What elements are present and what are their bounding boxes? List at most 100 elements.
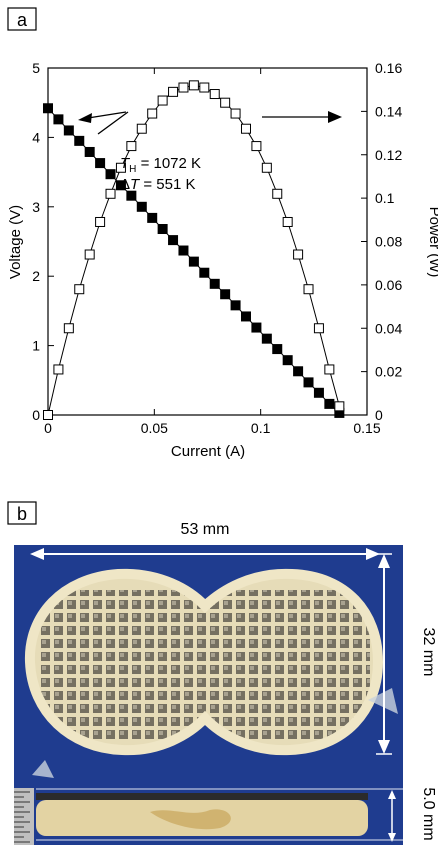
annotation-th: TH = 1072 K <box>120 155 201 175</box>
y2-tick-label: 0.08 <box>375 234 402 250</box>
power-point <box>178 82 189 93</box>
thickness-dimension-label: 5.0 mm <box>420 787 437 840</box>
y-tick-label: 4 <box>32 129 40 145</box>
voltage-point <box>303 377 314 388</box>
annotation: TH = 1072 K ΔT = 551 K <box>120 155 201 193</box>
voltage-point <box>74 135 85 146</box>
power-point <box>199 82 210 93</box>
voltage-point <box>43 103 53 114</box>
height-dimension-arrow <box>376 553 392 755</box>
height-dimension-label: 32 mm <box>420 628 437 677</box>
power-point <box>209 89 220 100</box>
side-view-electrode <box>36 793 368 800</box>
voltage-point <box>282 355 293 366</box>
voltage-point <box>126 190 137 201</box>
module-rim <box>24 568 384 756</box>
voltage-point <box>199 267 210 278</box>
panel-b-label-box <box>7 501 37 525</box>
voltage-point <box>188 256 199 267</box>
power-point <box>74 284 85 295</box>
width-dimension-arrow <box>30 548 380 560</box>
voltage-point <box>272 344 283 355</box>
y-axis-right: 0 0.02 0.04 0.06 0.08 0.1 0.12 0.14 0.16 <box>361 60 402 423</box>
voltage-point <box>95 158 106 169</box>
thickness-dimension-arrow <box>388 790 396 842</box>
x-tick-label: 0.05 <box>141 420 168 436</box>
voltage-point <box>53 114 64 125</box>
power-point <box>136 123 147 134</box>
x-axis: 0 0.05 0.1 0.15 <box>44 68 381 436</box>
panel-a-label-box <box>7 7 37 31</box>
right-axis-arrow <box>262 111 342 123</box>
voltage-point <box>136 201 147 212</box>
y-tick-label: 0 <box>32 407 40 423</box>
voltage-point <box>313 387 324 398</box>
lead-wire-left <box>32 760 54 778</box>
y-axis-right-label: Power (W) <box>426 207 438 278</box>
x-tick-label: 0 <box>44 420 52 436</box>
voltage-point <box>105 169 116 180</box>
y-tick-label: 1 <box>32 338 40 354</box>
power-point <box>84 249 95 260</box>
voltage-point <box>147 212 158 223</box>
module-photo <box>14 545 403 845</box>
x-axis-label: Current (A) <box>171 443 245 460</box>
y-tick-label: 3 <box>32 199 40 215</box>
y2-tick-label: 0.06 <box>375 277 402 293</box>
power-point <box>251 141 262 152</box>
side-view-stain <box>150 809 231 830</box>
width-dimension-label: 53 mm <box>181 521 230 538</box>
y2-tick-label: 0.04 <box>375 320 402 336</box>
power-point <box>168 86 179 97</box>
power-point <box>334 401 345 412</box>
power-point <box>126 141 137 152</box>
plot-frame <box>47 67 368 416</box>
voltage-point <box>261 333 272 344</box>
y-tick-label: 2 <box>32 268 40 284</box>
voltage-point <box>324 398 335 409</box>
power-point <box>303 284 314 295</box>
series-group <box>43 80 345 420</box>
power-point <box>293 249 304 260</box>
power-point <box>230 108 241 119</box>
x-tick-label: 0.15 <box>353 420 380 436</box>
power-point <box>220 97 231 108</box>
y-axis-left: 0 1 2 3 4 5 <box>32 60 54 423</box>
power-point <box>272 188 283 199</box>
voltage-point <box>251 322 262 333</box>
power-point <box>261 162 272 173</box>
power-point <box>324 364 335 375</box>
voltage-point <box>220 289 231 300</box>
y2-tick-label: 0.12 <box>375 147 402 163</box>
power-point <box>115 162 126 173</box>
annotation-dt: ΔT = 551 K <box>120 176 196 193</box>
panel-b-label: b <box>17 504 27 524</box>
y2-tick-label: 0 <box>375 407 383 423</box>
voltage-point <box>115 180 126 191</box>
voltage-point <box>63 125 74 136</box>
y-tick-label: 5 <box>32 60 40 76</box>
power-point <box>53 364 64 375</box>
y2-tick-label: 0.14 <box>375 103 402 119</box>
power-point <box>63 323 74 334</box>
voltage-point <box>178 245 189 256</box>
power-point <box>95 216 106 227</box>
power-point <box>147 108 158 119</box>
power-point <box>240 123 251 134</box>
y-axis-left-label: Voltage (V) <box>7 205 24 279</box>
panel-a-label: a <box>17 10 28 30</box>
ruler-ticks <box>14 791 30 843</box>
y2-tick-label: 0.1 <box>375 190 395 206</box>
power-point <box>157 95 168 106</box>
voltage-point <box>230 300 241 311</box>
power-point <box>188 80 199 91</box>
plot-area: 0 0.05 0.1 0.15 0 1 2 3 4 5 0 0.02 0.04 0.06 0.08 0.1… <box>32 60 402 436</box>
y2-tick-label: 0.02 <box>375 364 402 380</box>
left-axis-arrow <box>78 111 129 135</box>
power-point <box>43 410 53 420</box>
voltage-point <box>84 146 95 157</box>
power-point <box>105 188 116 199</box>
